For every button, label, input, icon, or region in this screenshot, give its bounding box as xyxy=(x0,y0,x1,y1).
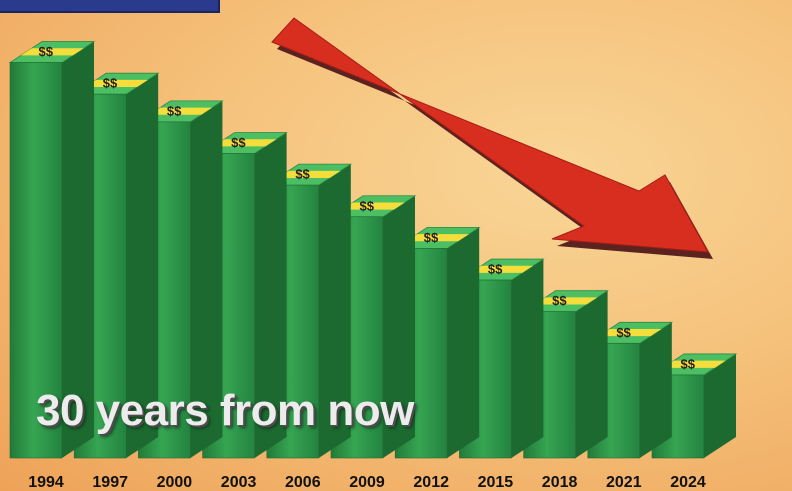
bar-label-band xyxy=(85,79,148,88)
x-tick-label: 2015 xyxy=(478,474,514,491)
chart-annotation: 30 years from now xyxy=(36,386,414,435)
bar-dollar-label: $$ xyxy=(167,103,182,118)
bar-dollar-label: $$ xyxy=(424,230,439,245)
bar-front-face xyxy=(9,62,63,459)
bar-side-face xyxy=(639,322,672,458)
bar-label-band xyxy=(149,107,213,115)
bar-dollar-label: $$ xyxy=(231,135,246,150)
trend-arrow xyxy=(271,17,713,259)
bar-side-face xyxy=(575,290,608,458)
x-tick-label: 2003 xyxy=(221,474,257,491)
x-tick-label: 2021 xyxy=(606,474,642,491)
header-tab xyxy=(0,0,220,13)
bar-dollar-label: $$ xyxy=(360,198,375,213)
bar-side-face xyxy=(511,259,544,458)
bar-dollar-label: $$ xyxy=(681,356,696,371)
bar-label-band xyxy=(213,139,277,147)
bar-side-face xyxy=(383,195,415,459)
bar-dollar-label: $$ xyxy=(616,325,631,340)
bar-dollar-label: $$ xyxy=(295,167,310,182)
bar-dollar-label: $$ xyxy=(488,262,503,277)
bar-1994: $$ xyxy=(8,41,96,459)
bar-label-band xyxy=(598,329,662,337)
bar-side-face xyxy=(254,132,287,458)
bar-label-band xyxy=(470,265,534,273)
bar-label-band xyxy=(341,202,405,210)
bar-dollar-label: $$ xyxy=(39,44,54,59)
bar-side-face xyxy=(190,100,223,458)
bar-side-face xyxy=(704,353,736,458)
bar-label-band xyxy=(662,360,726,368)
x-tick-label: 1997 xyxy=(92,474,128,491)
bar-label-band xyxy=(406,234,469,242)
bar-side-face xyxy=(126,73,159,458)
x-tick-label: 2000 xyxy=(157,474,193,491)
bar-label-band xyxy=(20,48,84,56)
x-tick-label: 2018 xyxy=(542,474,578,491)
x-tick-label: 2006 xyxy=(285,474,321,491)
x-tick-label: 2012 xyxy=(413,474,449,491)
bar-side-face xyxy=(62,41,94,458)
bar-2006: $$ xyxy=(265,163,353,459)
bar-dollar-label: $$ xyxy=(103,76,118,91)
bar-dollar-label: $$ xyxy=(552,293,567,308)
x-tick-label: 2024 xyxy=(670,474,706,491)
bar-side-face xyxy=(447,227,480,458)
bar-label-band xyxy=(277,170,341,178)
x-tick-label: 1994 xyxy=(28,474,64,491)
bar-label-band xyxy=(534,297,598,305)
x-tick-label: 2009 xyxy=(349,474,385,491)
bar-side-face xyxy=(318,164,351,459)
trend-arrow-body xyxy=(271,17,709,253)
